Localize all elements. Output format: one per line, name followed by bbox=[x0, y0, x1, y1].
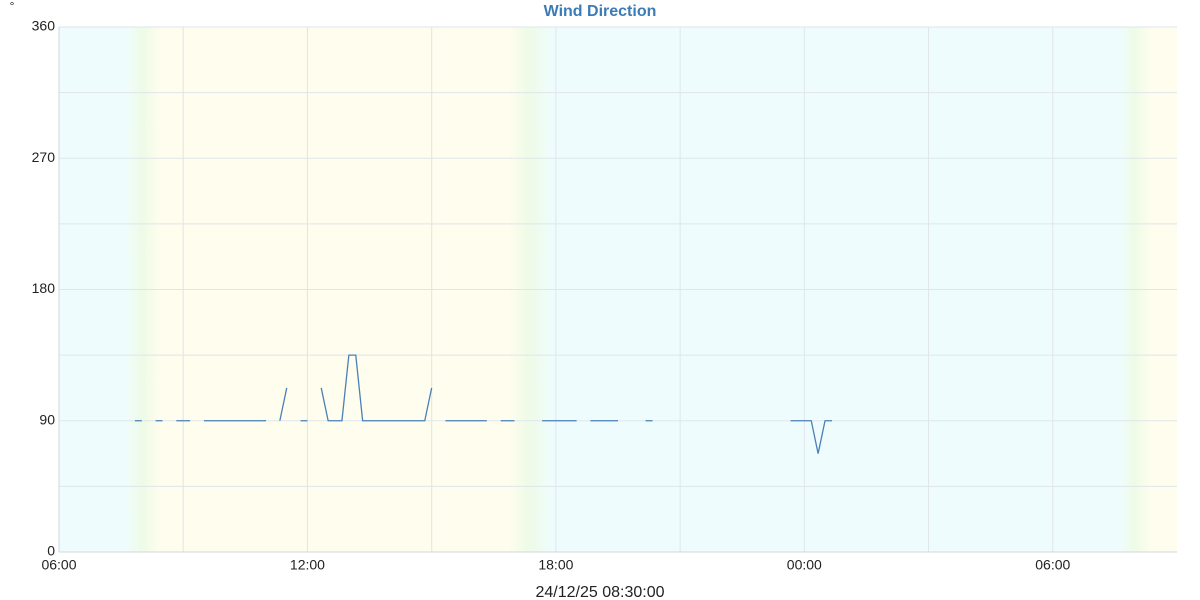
y-tick-label: 0 bbox=[47, 543, 55, 559]
y-axis-label: ° bbox=[10, 0, 15, 13]
x-tick-label: 06:00 bbox=[41, 557, 76, 573]
chart-title: Wind Direction bbox=[544, 3, 657, 20]
x-tick-label: 18:00 bbox=[538, 557, 573, 573]
x-tick-label: 00:00 bbox=[787, 557, 822, 573]
y-tick-label: 180 bbox=[32, 280, 56, 296]
x-tick-label: 06:00 bbox=[1035, 557, 1070, 573]
x-tick-label: 12:00 bbox=[290, 557, 325, 573]
y-tick-label: 90 bbox=[39, 411, 55, 427]
y-tick-label: 270 bbox=[32, 149, 56, 165]
y-tick-label: 360 bbox=[32, 18, 56, 34]
data-line bbox=[134, 354, 832, 454]
annotation: 24/12/25 08:30:00 bbox=[535, 584, 664, 600]
